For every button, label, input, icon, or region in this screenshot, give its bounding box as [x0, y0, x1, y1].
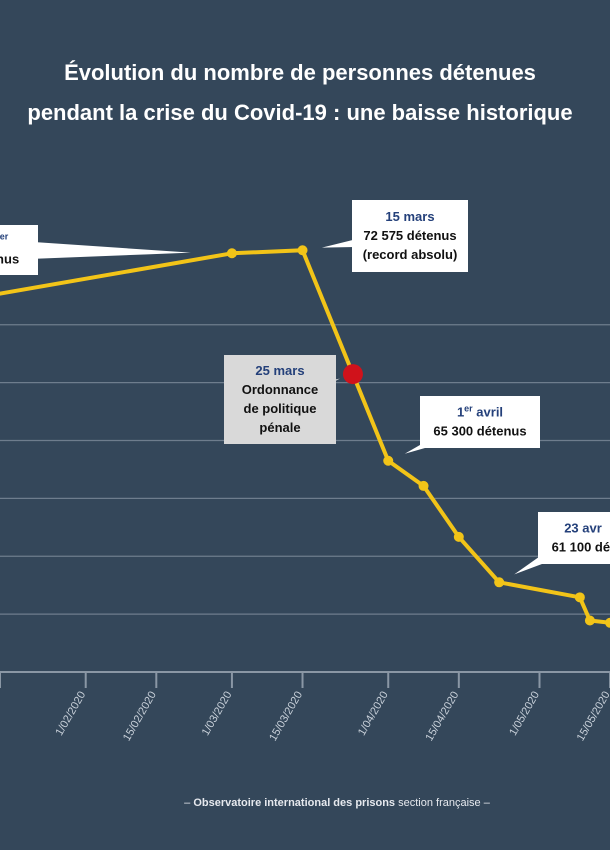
annotation: 15 mars 72 575 détenus (record absolu) [321, 200, 468, 272]
annotation-box [0, 225, 38, 275]
annotation: er enus [0, 225, 191, 275]
line [0, 248, 610, 625]
annotation-title-text: avril [473, 405, 503, 420]
annotation-title-text: 25 mars [255, 363, 304, 378]
chart-title: pendant la crise du Covid-19 : une baiss… [27, 100, 572, 125]
event-marker [342, 364, 363, 385]
annotation-title: 25 mars [255, 363, 304, 378]
annotation-pointer [3, 240, 191, 260]
annotation-box [224, 355, 336, 444]
point [226, 248, 237, 259]
annotation-title: 15 mars [385, 209, 434, 224]
footer-org: Observatoire international des prisons [193, 797, 395, 809]
annotation-text: de politique [244, 401, 317, 416]
annotation-title-sup: er [0, 232, 9, 242]
annotation-text: Ordonnance [242, 382, 319, 397]
footer-section: section française [398, 797, 481, 809]
annotation-box [352, 200, 468, 272]
annotation-box [538, 512, 610, 564]
annotation: 25 mars Ordonnance de politique pénale [224, 355, 340, 444]
annotation: 1er avril 65 300 détenus [404, 396, 540, 454]
point [584, 615, 595, 626]
annotation-box [420, 396, 540, 448]
annotation-title-sup: er [464, 404, 473, 414]
chart-title: Évolution du nombre de personnes détenue… [64, 60, 536, 85]
annotation-text: enus [0, 252, 19, 267]
annotation-title-text: 15 mars [385, 209, 434, 224]
footer-dash: – [184, 797, 191, 809]
point [418, 480, 429, 491]
point [494, 577, 505, 588]
annotation-text: (record absolu) [363, 247, 458, 262]
annotation-title-text: 23 avr [564, 521, 602, 536]
annotation-title: er [0, 232, 9, 242]
annotation-text: pénale [259, 420, 300, 435]
point [297, 245, 308, 256]
footer: – Observatoire international des prisons… [184, 797, 491, 809]
annotation-title: 23 avr [564, 521, 602, 536]
annotation-title: 1er avril [457, 404, 503, 420]
annotation-text: 72 575 détenus [363, 228, 456, 243]
annotation-title-text: 1 [457, 405, 464, 420]
annotation-text: 65 300 détenus [433, 424, 526, 439]
point [605, 617, 610, 628]
footer-dash: – [484, 797, 491, 809]
point [383, 455, 394, 466]
point [574, 592, 585, 603]
point [453, 531, 464, 542]
annotation-text: 61 100 dét [552, 540, 610, 555]
annotation: 23 avr 61 100 dét [514, 512, 610, 575]
